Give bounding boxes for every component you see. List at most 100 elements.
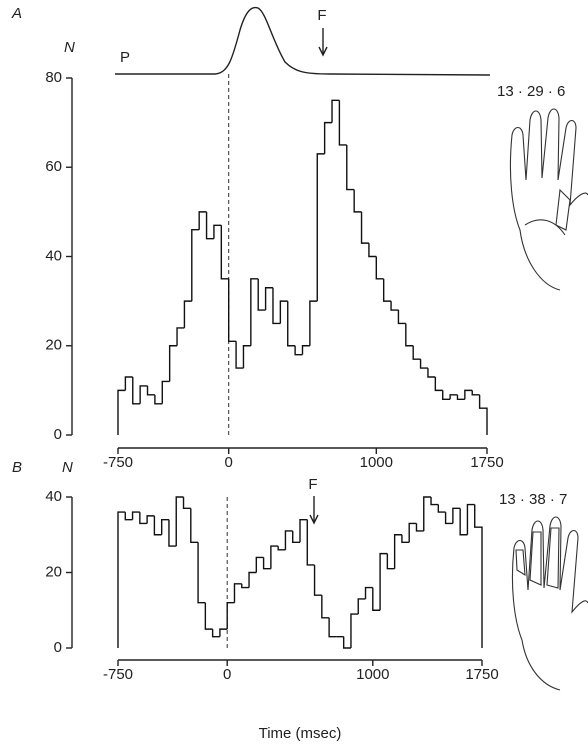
y-axis-label: N: [64, 39, 75, 56]
histogram-bar: [183, 300, 192, 328]
f-arrow: [318, 28, 328, 57]
histogram-bar: [412, 345, 421, 360]
histogram-bar: [117, 389, 126, 435]
histogram-bar: [250, 278, 259, 346]
x-axis-label: Time (msec): [259, 725, 342, 742]
histogram-bar: [397, 310, 406, 325]
histogram-bar: [452, 507, 461, 524]
histogram-bar: [205, 211, 214, 240]
histogram-bar: [375, 256, 384, 280]
histogram-bar: [357, 598, 366, 615]
histogram-bar: [346, 144, 355, 191]
histogram-bar: [306, 519, 315, 566]
histogram-bar: [338, 100, 347, 146]
histogram-bar: [146, 515, 155, 524]
histogram-bar: [213, 224, 222, 239]
histogram-bar: [139, 385, 148, 404]
histogram-bar: [427, 368, 436, 378]
histogram-bar: [220, 225, 229, 280]
histogram-bar: [153, 515, 162, 536]
histogram-bar: [430, 497, 439, 506]
x-tick-label: 0: [223, 666, 231, 683]
histogram-bar: [277, 546, 286, 551]
x-tick-label: 1000: [360, 454, 393, 471]
histogram-bar: [299, 518, 308, 543]
histogram-bar: [393, 534, 402, 569]
histogram-bar: [459, 508, 468, 536]
y-axis-label: N: [62, 459, 73, 476]
histogram-bar: [449, 394, 458, 400]
histogram-bar: [233, 583, 242, 603]
histogram-bar: [464, 389, 473, 400]
histogram-bar: [456, 394, 465, 400]
histogram-bar: [262, 557, 271, 570]
histogram-bar: [405, 323, 414, 347]
histogram-bar: [241, 583, 250, 589]
histogram-bar: [301, 345, 310, 355]
histogram-bar: [401, 534, 410, 543]
y-tick-label: 20: [45, 563, 62, 580]
histogram-bar: [279, 300, 288, 324]
histogram-bar: [248, 571, 257, 588]
y-tick-label: 0: [54, 426, 62, 443]
side-text: 13 · 38 · 7: [499, 491, 567, 508]
histogram-bar: [478, 394, 488, 435]
histogram-bar: [211, 629, 220, 638]
x-tick-label: 1750: [465, 666, 498, 683]
histogram-bar: [176, 327, 185, 346]
histogram-bar: [228, 278, 237, 342]
y-tick-label: 80: [45, 69, 62, 86]
histogram-bar: [124, 376, 133, 391]
histogram-bar: [139, 512, 148, 525]
histogram-bar: [331, 99, 340, 123]
side-text: 13 · 29 · 6: [497, 83, 565, 100]
histogram-bar: [328, 617, 337, 638]
histogram-bar: [360, 211, 369, 244]
histogram-bar: [284, 530, 293, 550]
histogram-bar: [270, 545, 279, 569]
histogram-bar: [350, 613, 359, 648]
x-tick-label: -750: [103, 666, 133, 683]
f-arrow: [309, 496, 319, 525]
histogram-bar: [242, 345, 251, 369]
histogram-bar: [353, 189, 362, 213]
histogram-bar: [323, 121, 333, 154]
histogram-bar: [444, 512, 453, 525]
y-tick-label: 60: [45, 158, 62, 175]
x-tick-label: 1000: [356, 666, 389, 683]
histogram-bar: [442, 390, 451, 400]
histogram-bar: [264, 287, 273, 311]
histogram-bar: [292, 530, 300, 543]
histogram-bar: [390, 301, 399, 311]
histogram-bar: [321, 595, 330, 619]
histogram-bar: [154, 394, 163, 405]
histogram-bar: [146, 385, 155, 396]
histogram-bar: [313, 564, 322, 596]
histogram-bar: [198, 211, 207, 230]
histogram-bar: [272, 287, 281, 325]
x-tick-label: 0: [225, 454, 233, 471]
histogram-bar: [190, 508, 199, 543]
histogram-bar: [364, 586, 373, 599]
histogram-bar: [309, 300, 318, 346]
histogram-bar: [255, 556, 264, 573]
histogram-bar: [316, 153, 325, 302]
histogram-bar: [235, 341, 244, 369]
histogram-bar: [160, 518, 169, 535]
annotation: F: [308, 476, 317, 493]
x-tick-label: 1750: [470, 454, 503, 471]
histogram-bar: [168, 519, 177, 547]
histogram-bar: [434, 376, 443, 392]
histogram-bar: [437, 504, 446, 513]
histogram-bar: [219, 628, 228, 637]
histogram-bar: [131, 511, 140, 520]
histogram-bar: [294, 345, 303, 356]
x-tick-label: -750: [103, 454, 133, 471]
histogram-bar: [168, 345, 178, 382]
histogram-bar: [379, 552, 388, 611]
y-tick-label: 40: [45, 488, 62, 505]
histogram-bar: [419, 359, 428, 369]
histogram-bar: [197, 542, 206, 604]
histogram-bar: [466, 503, 475, 535]
histogram-bar: [182, 497, 191, 510]
